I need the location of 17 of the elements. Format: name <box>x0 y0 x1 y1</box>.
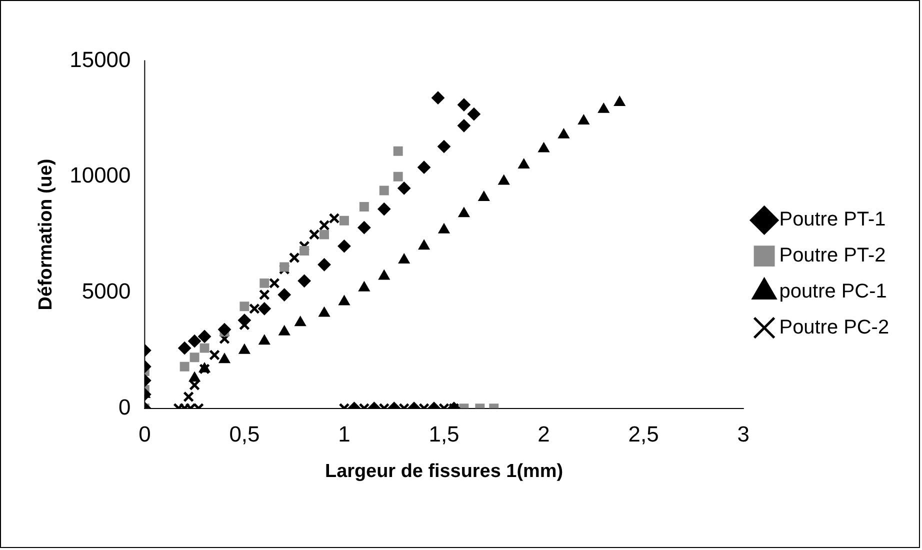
legend-label: Poutre PC-2 <box>779 316 890 338</box>
y-tick-label: 15000 <box>70 46 131 72</box>
legend-label: poutre PC-1 <box>779 280 887 302</box>
x-axis-title: Largeur de fissures 1(mm) <box>324 461 564 482</box>
y-tick-label: 5000 <box>82 278 131 304</box>
y-tick-label: 10000 <box>70 162 131 188</box>
x-tick-label: 2 <box>538 421 550 446</box>
x-tick-label: 1,5 <box>428 421 460 446</box>
y-axis-title: Déformation (ue) <box>36 158 57 310</box>
x-tick-label: 2,5 <box>628 421 659 446</box>
x-tick-label: 3 <box>737 421 750 446</box>
x-tick-label: 0 <box>138 421 151 446</box>
x-tick-label: 1 <box>338 421 350 446</box>
legend-label: Poutre PT-1 <box>779 208 886 231</box>
legend-label: Poutre PT-2 <box>779 244 886 267</box>
x-tick-label: 0,5 <box>229 421 260 446</box>
y-tick-label: 0 <box>118 394 131 420</box>
